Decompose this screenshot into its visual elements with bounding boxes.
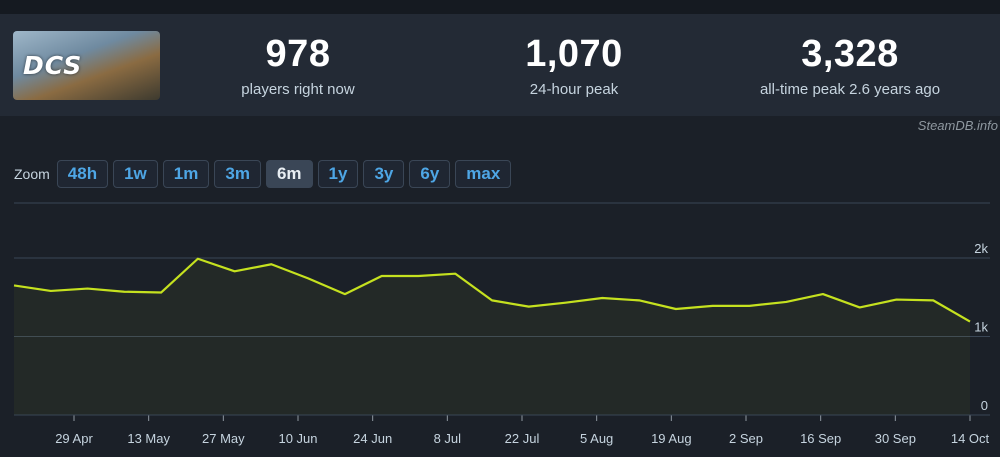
data-point[interactable] <box>413 271 423 281</box>
data-point[interactable] <box>266 259 276 269</box>
x-tick-label: 14 Oct <box>951 431 990 446</box>
x-tick-label: 16 Sep <box>800 431 841 446</box>
data-point[interactable] <box>781 297 791 307</box>
data-point[interactable] <box>377 271 387 281</box>
y-tick-label: 1k <box>974 319 988 334</box>
data-point[interactable] <box>230 266 240 276</box>
stat-value: 3,328 <box>801 33 899 75</box>
stat-all-time-peak: 3,328 all-time peak 2.6 years ago <box>740 34 960 98</box>
zoom-controls: Zoom 48h 1w 1m 3m 6m 1y 3y 6y max <box>14 159 516 189</box>
x-tick-label: 29 Apr <box>55 431 93 446</box>
zoom-button-3y[interactable]: 3y <box>363 160 405 188</box>
data-point[interactable] <box>965 317 975 327</box>
y-tick-label: 0 <box>981 398 988 413</box>
x-tick-label: 10 Jun <box>278 431 317 446</box>
data-point[interactable] <box>891 295 901 305</box>
x-tick-label: 8 Jul <box>434 431 462 446</box>
data-point[interactable] <box>708 301 718 311</box>
zoom-label: Zoom <box>14 166 50 182</box>
logo-text: DCS <box>23 51 83 80</box>
data-point[interactable] <box>193 254 203 264</box>
x-tick-label: 2 Sep <box>729 431 763 446</box>
stat-value: 1,070 <box>525 33 623 75</box>
x-tick-label: 13 May <box>127 431 170 446</box>
data-point[interactable] <box>9 280 19 290</box>
x-tick-label: 30 Sep <box>875 431 916 446</box>
stat-label: players right now <box>241 81 355 98</box>
data-point[interactable] <box>303 273 313 283</box>
data-point[interactable] <box>119 287 129 297</box>
series-line[interactable] <box>13 257 971 323</box>
zoom-button-48h[interactable]: 48h <box>56 160 109 188</box>
data-point[interactable] <box>46 286 56 296</box>
data-point[interactable] <box>928 295 938 305</box>
zoom-button-max[interactable]: max <box>455 160 512 188</box>
x-tick-label: 19 Aug <box>651 431 692 446</box>
x-tick-label: 5 Aug <box>580 431 613 446</box>
data-point[interactable] <box>634 295 644 305</box>
data-point[interactable] <box>83 284 93 294</box>
stat-24h-peak: 1,070 24-hour peak <box>494 34 654 98</box>
zoom-button-6y[interactable]: 6y <box>409 160 451 188</box>
series-area <box>14 258 970 415</box>
data-point[interactable] <box>156 288 166 298</box>
zoom-button-6m[interactable]: 6m <box>265 160 313 188</box>
data-point[interactable] <box>450 269 460 279</box>
data-point[interactable] <box>340 289 350 299</box>
x-tick-label: 22 Jul <box>505 431 540 446</box>
zoom-button-group: 48h 1w 1m 3m 6m 1y 3y 6y max <box>56 160 517 188</box>
x-tick-label: 24 Jun <box>353 431 392 446</box>
stat-label: 24-hour peak <box>529 81 619 98</box>
y-tick-label: 2k <box>974 241 988 256</box>
game-logo[interactable]: DCS <box>13 31 160 100</box>
zoom-button-1w[interactable]: 1w <box>113 160 158 188</box>
data-point[interactable] <box>597 293 607 303</box>
data-point[interactable] <box>744 301 754 311</box>
top-strip <box>0 0 1000 14</box>
zoom-button-1m[interactable]: 1m <box>162 160 210 188</box>
zoom-button-3m[interactable]: 3m <box>214 160 261 188</box>
stats-header: DCS 978 players right now 1,070 24-hour … <box>0 14 1000 116</box>
data-point[interactable] <box>671 304 681 314</box>
data-point[interactable] <box>561 298 571 308</box>
data-point[interactable] <box>524 302 534 312</box>
player-count-chart: 0 1k 2k 29 Apr 13 May 27 May 10 Jun 24 Jun 8 Jul… <box>9 202 990 446</box>
steamdb-credit[interactable]: SteamDB.info <box>917 118 998 133</box>
data-point[interactable] <box>855 302 865 312</box>
x-tick-label: 27 May <box>202 431 245 446</box>
data-point[interactable] <box>487 295 497 305</box>
data-point[interactable] <box>818 289 828 299</box>
stat-players-now: 978 players right now <box>218 34 378 98</box>
stat-label: all-time peak 2.6 years ago <box>759 81 941 98</box>
stat-value: 978 <box>265 33 331 75</box>
zoom-button-1y[interactable]: 1y <box>317 160 359 188</box>
